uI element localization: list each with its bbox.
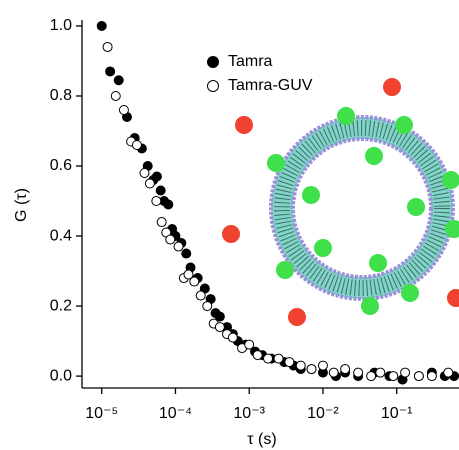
point xyxy=(131,140,142,151)
point xyxy=(165,234,176,245)
point xyxy=(183,269,194,280)
point xyxy=(244,339,255,350)
point xyxy=(105,66,116,77)
point xyxy=(252,350,263,361)
point xyxy=(400,367,411,378)
x-tick-label: 10⁻⁴ xyxy=(159,405,192,422)
point xyxy=(214,322,225,333)
point xyxy=(340,364,351,375)
y-tick-label: 0.6 xyxy=(50,157,72,174)
point xyxy=(181,248,192,259)
point xyxy=(263,353,274,364)
point xyxy=(227,332,238,343)
point xyxy=(353,367,364,378)
point xyxy=(202,301,213,312)
point xyxy=(273,353,284,364)
x-tick-label: 10⁻¹ xyxy=(381,405,413,422)
x-tick-label: 10⁻² xyxy=(307,405,339,422)
legend-marker xyxy=(207,56,219,68)
point xyxy=(195,290,206,301)
outer-heads xyxy=(269,115,455,301)
x-axis-title: τ (s) xyxy=(247,431,276,448)
point xyxy=(375,367,386,378)
point xyxy=(113,75,124,86)
point xyxy=(110,90,121,101)
point xyxy=(139,168,150,179)
legend-label: Tamra-GUV xyxy=(228,77,313,94)
point xyxy=(189,276,200,287)
y-tick-label: 0.8 xyxy=(50,87,72,104)
point xyxy=(426,371,437,382)
point xyxy=(96,20,107,31)
y-axis-title: G (τ) xyxy=(13,188,30,222)
y-tick-label: 0.0 xyxy=(50,367,72,384)
x-tick-label: 10⁻³ xyxy=(233,405,265,422)
point xyxy=(284,357,295,368)
point xyxy=(214,311,225,322)
legend-label: Tamra xyxy=(228,53,273,70)
point xyxy=(413,371,424,382)
y-tick-label: 0.2 xyxy=(50,297,72,314)
x-tick-label: 10⁻⁵ xyxy=(85,405,118,422)
guv-illustration xyxy=(222,78,459,326)
green-dots xyxy=(267,107,459,315)
point xyxy=(388,371,399,382)
y-tick-label: 1.0 xyxy=(50,17,72,34)
point xyxy=(173,241,184,252)
point xyxy=(443,367,454,378)
point xyxy=(151,171,162,182)
point xyxy=(156,217,167,228)
legend-marker xyxy=(207,80,219,92)
y-tick-label: 0.4 xyxy=(50,227,72,244)
point xyxy=(328,367,339,378)
red-dots xyxy=(222,78,459,326)
point xyxy=(317,360,328,371)
point xyxy=(118,104,129,115)
point xyxy=(306,364,317,375)
point xyxy=(155,185,166,196)
point xyxy=(295,360,306,371)
point xyxy=(144,178,155,189)
lipid-tails xyxy=(274,120,450,296)
point xyxy=(163,199,174,210)
point xyxy=(102,41,113,52)
point xyxy=(151,196,162,207)
inner-heads xyxy=(291,137,433,279)
point xyxy=(366,371,377,382)
